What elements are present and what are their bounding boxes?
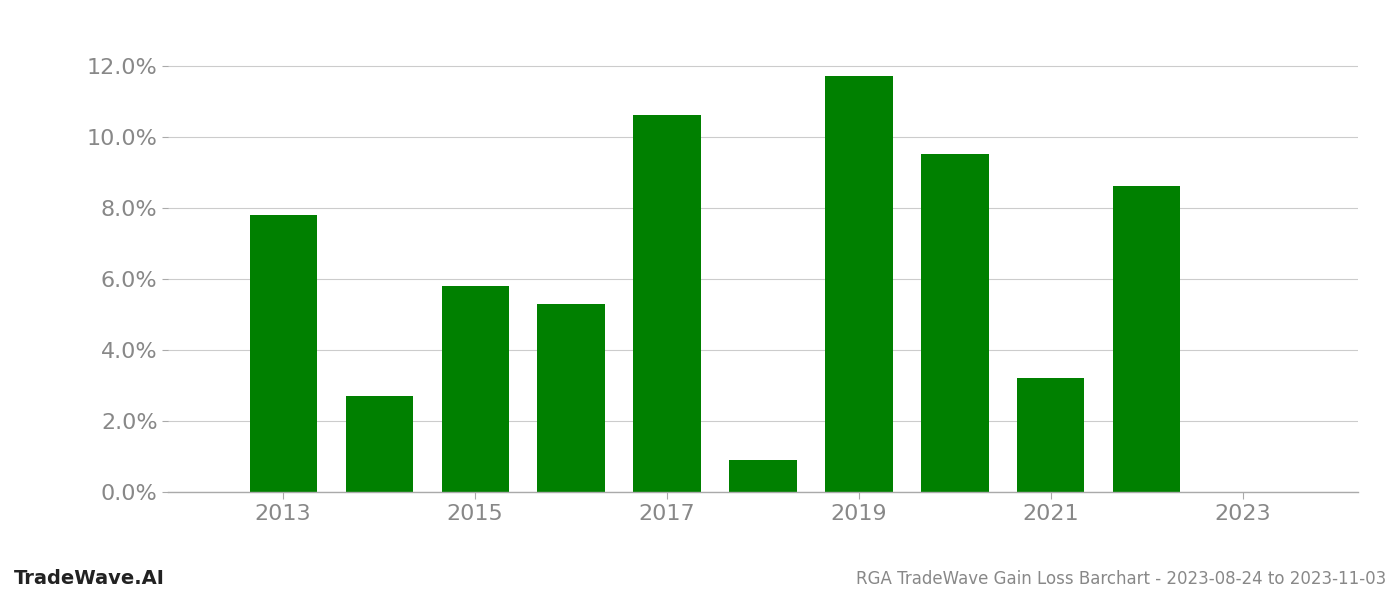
Bar	[249, 215, 316, 492]
Bar	[1018, 378, 1085, 492]
Bar	[826, 76, 893, 492]
Bar	[538, 304, 605, 492]
Bar	[1113, 187, 1180, 492]
Bar	[921, 154, 988, 492]
Bar	[441, 286, 508, 492]
Bar	[346, 396, 413, 492]
Text: RGA TradeWave Gain Loss Barchart - 2023-08-24 to 2023-11-03: RGA TradeWave Gain Loss Barchart - 2023-…	[855, 570, 1386, 588]
Text: TradeWave.AI: TradeWave.AI	[14, 569, 165, 588]
Bar	[633, 115, 700, 492]
Bar	[729, 460, 797, 492]
